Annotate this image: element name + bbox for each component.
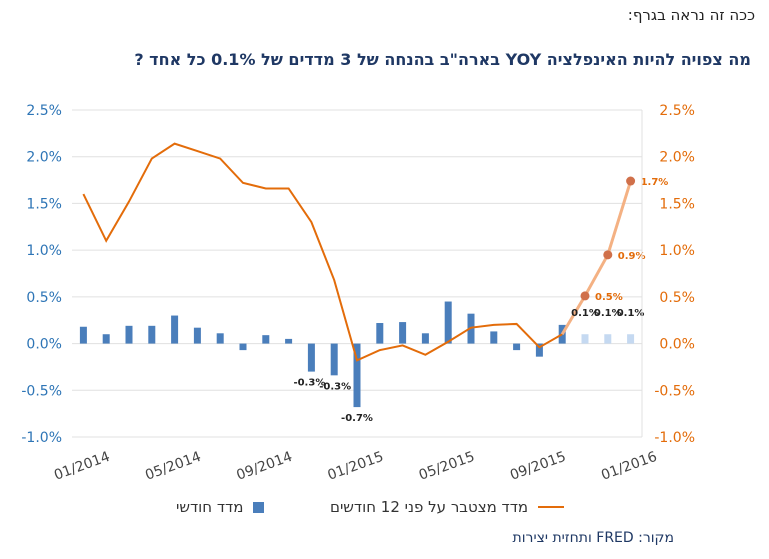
forecast-bar: [581, 334, 589, 344]
line-data-label: 0.9%: [618, 251, 646, 262]
monthly-bar: [444, 301, 452, 344]
monthly-bar: [535, 343, 543, 357]
monthly-bar: [262, 335, 270, 344]
monthly-bar: [125, 325, 133, 344]
monthly-bar: [285, 338, 293, 344]
bar-data-label: 0.1%: [571, 308, 599, 319]
line-forecast: [560, 180, 633, 335]
legend-line-swatch: [538, 506, 565, 508]
bar-data-label: -0.7%: [341, 413, 373, 424]
right-axis-tick-label: -1.0%: [654, 430, 695, 446]
left-axis-tick-label: 1.5%: [26, 196, 62, 212]
bar-data-label: 0.1%: [594, 308, 622, 319]
left-axis-tick-label: 0.0%: [26, 337, 62, 353]
right-axis-tick-label: 2.5%: [659, 103, 695, 119]
source-note: מקור: FRED ותחזית יצירות: [512, 530, 674, 546]
bar-data-label: -0.3%: [319, 381, 351, 392]
left-axis-tick-label: 0.5%: [26, 290, 62, 306]
x-axis-tick-label: 05/2014: [143, 449, 203, 484]
right-axis-tick-label: 0.0%: [659, 337, 695, 353]
x-axis-tick-label: 01/2014: [52, 449, 112, 484]
monthly-bar: [216, 333, 224, 344]
legend-bars-label: מדד חודשי: [176, 498, 244, 516]
monthly-bar: [239, 343, 247, 351]
right-axis-tick-label: 2.0%: [659, 150, 695, 166]
left-axis-tick-label: 2.0%: [26, 150, 62, 166]
caption: ככה זה נראה בגרף:: [627, 6, 755, 24]
axes: -1.0% -0.5% 0.0% 0.5% 1.0% 1.5% 2.0% 2.5% -1.0% -…: [21, 103, 695, 484]
legend-item-line: מדד מצטבר על פני 12 חודשים: [330, 498, 565, 516]
bar-data-label: -0.3%: [293, 378, 325, 389]
monthly-bar: [330, 343, 338, 376]
left-axis-tick-label: 1.0%: [26, 243, 62, 259]
monthly-bar: [193, 327, 201, 344]
line-data-label: 0.5%: [595, 292, 623, 303]
monthly-bar: [421, 333, 429, 344]
left-axis-tick-label: -1.0%: [21, 430, 62, 446]
monthly-bar: [102, 334, 110, 344]
line-actual: [82, 142, 563, 362]
x-axis-tick-label: 01/2016: [599, 449, 659, 484]
monthly-bar: [353, 343, 361, 408]
bar-data-label: 0.1%: [617, 308, 645, 319]
monthly-bar: [79, 326, 87, 344]
x-axis-tick-label: 09/2015: [508, 449, 568, 484]
x-axis-tick-label: 09/2014: [234, 449, 294, 484]
legend-item-bars: מדד חודשי: [176, 498, 265, 516]
monthly-bar: [490, 331, 498, 344]
line-series: [82, 142, 636, 362]
legend: מדד מצטבר על פני 12 חודשים מדד חודשי: [0, 498, 769, 522]
right-axis-tick-label: -0.5%: [654, 383, 695, 399]
monthly-bar: [171, 315, 179, 344]
right-axis-tick-label: 1.0%: [659, 243, 695, 259]
forecast-point: [626, 176, 636, 186]
legend-bar-swatch: [253, 501, 265, 513]
left-axis-tick-label: 2.5%: [26, 103, 62, 119]
forecast-bar: [604, 334, 612, 344]
forecast-bar: [627, 334, 635, 344]
left-axis-tick-label: -0.5%: [21, 383, 62, 399]
monthly-bar: [307, 343, 315, 372]
chart-title: מה צפויה להיות האינפלציה YOY בארה"ב בהנח…: [134, 50, 751, 69]
right-axis-tick-label: 1.5%: [659, 196, 695, 212]
monthly-bar: [399, 322, 407, 344]
monthly-bar: [148, 325, 156, 344]
monthly-bar: [376, 323, 384, 344]
forecast-point: [580, 291, 590, 301]
line-data-label: 1.7%: [641, 177, 669, 188]
monthly-bar: [513, 343, 521, 351]
bar-series: [79, 301, 635, 408]
data-labels: -0.3%-0.3%-0.7%0.1%0.1%0.1%0.5%0.9%1.7%: [293, 177, 668, 424]
x-axis-tick-label: 05/2015: [417, 449, 477, 484]
x-axis-tick-label: 01/2015: [326, 449, 386, 484]
right-axis-tick-label: 0.5%: [659, 290, 695, 306]
legend-line-label: מדד מצטבר על פני 12 חודשים: [330, 498, 529, 516]
forecast-point: [603, 250, 613, 260]
